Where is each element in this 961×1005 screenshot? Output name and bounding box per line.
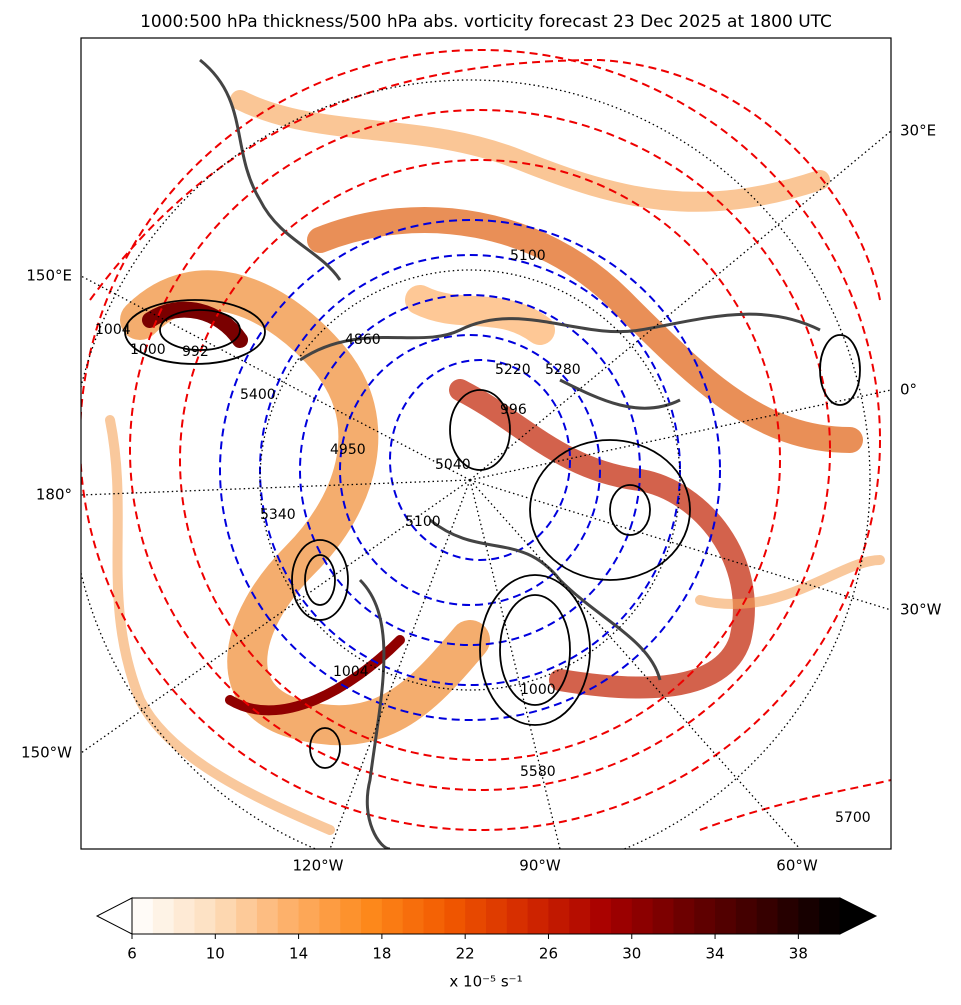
- colorbar-band: [527, 898, 549, 934]
- contour-label: 5100: [405, 514, 441, 530]
- colorbar-tick-label: 30: [622, 945, 641, 963]
- colorbar-frame: [131, 897, 841, 935]
- colorbar-extend-low: [95, 897, 133, 935]
- lon-label: 0°: [900, 381, 917, 399]
- colorbar-band: [340, 898, 362, 934]
- contour-labels: 5100 5220 5280 4860 4950 5040 5100 5340 …: [95, 248, 871, 826]
- lon-label: 90°W: [519, 857, 561, 875]
- map-frame: [80, 37, 892, 850]
- colorbar-band: [610, 898, 633, 934]
- colorbar-band: [236, 898, 258, 934]
- colorbar-band: [777, 898, 799, 934]
- colorbar-band: [277, 898, 300, 934]
- contour-label: 5040: [435, 457, 471, 473]
- vorticity-field: [105, 90, 885, 835]
- colorbar-band: [152, 898, 175, 934]
- colorbar-tick-label: 10: [206, 945, 225, 963]
- colorbar-tick-label: 18: [372, 945, 391, 963]
- lon-label: 30°W: [900, 601, 942, 619]
- contour-label: 5400: [240, 387, 276, 403]
- colorbar-band: [444, 898, 466, 934]
- colorbar-tick-label: 6: [127, 945, 137, 963]
- colorbar-band: [319, 898, 341, 934]
- thickness-contours-warm: [81, 49, 891, 831]
- colorbar-tick-label: 22: [456, 945, 475, 963]
- colorbar-band: [819, 898, 841, 934]
- contour-label: 5220: [495, 362, 531, 378]
- colorbar-tick-label: 26: [539, 945, 558, 963]
- contour-label: 4860: [345, 332, 381, 348]
- colorbar-band: [381, 898, 404, 934]
- colorbar-band: [715, 898, 737, 934]
- lon-label: 150°E: [26, 267, 72, 285]
- contour-label: 5580: [520, 764, 556, 780]
- contour-label: 5340: [260, 507, 296, 523]
- map-title: 1000:500 hPa thickness/500 hPa abs. vort…: [140, 12, 832, 32]
- colorbar-label: x 10⁻⁵ s⁻¹: [449, 973, 522, 991]
- colorbar-tick-label: 34: [706, 945, 725, 963]
- contour-label: 1004: [95, 322, 131, 338]
- colorbar-band: [298, 898, 320, 934]
- colorbar-tick-label: 14: [289, 945, 308, 963]
- lon-label: 120°W: [293, 857, 344, 875]
- lon-label: 180°: [36, 486, 72, 504]
- lon-label: 30°E: [900, 122, 936, 140]
- colorbar-band: [569, 898, 591, 934]
- thickness-contours-cold: [219, 219, 721, 721]
- contour-label: 1004: [333, 664, 369, 680]
- colorbar-band: [215, 898, 237, 934]
- colorbar-band: [673, 898, 695, 934]
- graticule-labels: 30°E 150°E 0° 180° 30°W 150°W 120°W 90°W…: [21, 122, 942, 875]
- contour-label: 5700: [835, 810, 871, 826]
- colorbar-band: [402, 898, 425, 934]
- colorbar-band: [173, 898, 195, 934]
- contour-label: 4950: [330, 442, 366, 458]
- colorbar-band: [256, 898, 279, 934]
- colorbar-band: [756, 898, 779, 934]
- colorbar-band: [486, 898, 508, 934]
- lon-label: 150°W: [21, 744, 72, 762]
- colorbar-tick-label: 38: [789, 945, 808, 963]
- map-background: [81, 38, 891, 849]
- colorbar-band: [361, 898, 383, 934]
- colorbar-band: [590, 898, 612, 934]
- contour-label: 992: [182, 344, 209, 360]
- colorbar-extend-high: [839, 897, 878, 935]
- contour-label: 996: [500, 402, 527, 418]
- pressure-contours: [124, 299, 861, 769]
- colorbar-band: [548, 898, 570, 934]
- colorbar: 6 10 14 18 22 26 30 34 38: [95, 897, 878, 963]
- graticule: [81, 79, 891, 849]
- map-area: 5100 5220 5280 4860 4950 5040 5100 5340 …: [81, 38, 891, 849]
- colorbar-band: [465, 898, 487, 934]
- colorbar-band: [631, 898, 654, 934]
- contour-label: 1000: [130, 342, 166, 358]
- coastlines: [199, 58, 821, 849]
- contour-label: 1000: [520, 682, 556, 698]
- lon-label: 60°W: [776, 857, 818, 875]
- colorbar-band: [132, 898, 154, 934]
- colorbar-band: [798, 898, 820, 934]
- colorbar-band: [652, 898, 674, 934]
- colorbar-band: [735, 898, 758, 934]
- colorbar-band: [506, 898, 529, 934]
- contour-label: 5280: [545, 362, 581, 378]
- colorbar-band: [194, 898, 216, 934]
- colorbar-band: [423, 898, 445, 934]
- contour-label: 5100: [510, 248, 546, 264]
- colorbar-band: [694, 898, 716, 934]
